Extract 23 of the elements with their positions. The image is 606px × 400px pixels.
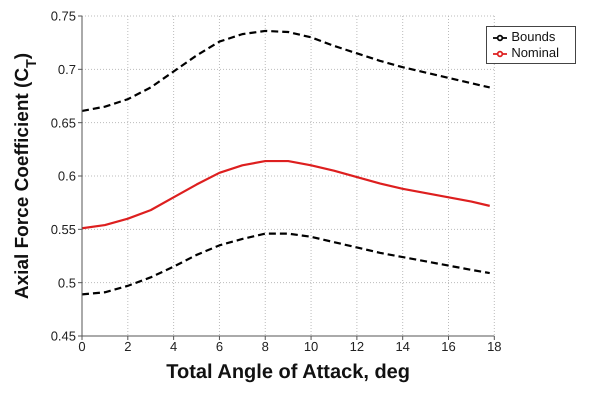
x-tick-label: 4 bbox=[170, 339, 178, 354]
x-tick-label: 16 bbox=[441, 339, 456, 354]
line-series bbox=[82, 160, 491, 230]
x-tick-label: 2 bbox=[124, 339, 132, 354]
x-tick-label: 10 bbox=[304, 339, 318, 354]
x-tick-label: 14 bbox=[395, 339, 410, 354]
line-series bbox=[82, 232, 491, 296]
line-series bbox=[82, 30, 491, 112]
y-tick-label: 0.7 bbox=[58, 62, 76, 77]
x-tick-label: 12 bbox=[350, 339, 364, 354]
y-tick-label: 0.65 bbox=[50, 115, 76, 130]
legend-label: Nominal bbox=[511, 45, 559, 60]
legend-label: Bounds bbox=[511, 29, 556, 44]
y-tick-label: 0.5 bbox=[58, 275, 76, 290]
x-tick-label: 18 bbox=[487, 339, 502, 354]
x-axis-title: Total Angle of Attack, deg bbox=[166, 361, 410, 383]
y-tick-label: 0.6 bbox=[58, 168, 76, 184]
y-tick-label: 0.75 bbox=[50, 8, 76, 24]
y-tick-label: 0.45 bbox=[50, 328, 76, 344]
x-tick-label: 0 bbox=[78, 339, 86, 354]
x-tick-label: 6 bbox=[216, 339, 224, 354]
x-tick-label: 8 bbox=[262, 339, 269, 354]
y-tick-label: 0.55 bbox=[50, 222, 76, 237]
